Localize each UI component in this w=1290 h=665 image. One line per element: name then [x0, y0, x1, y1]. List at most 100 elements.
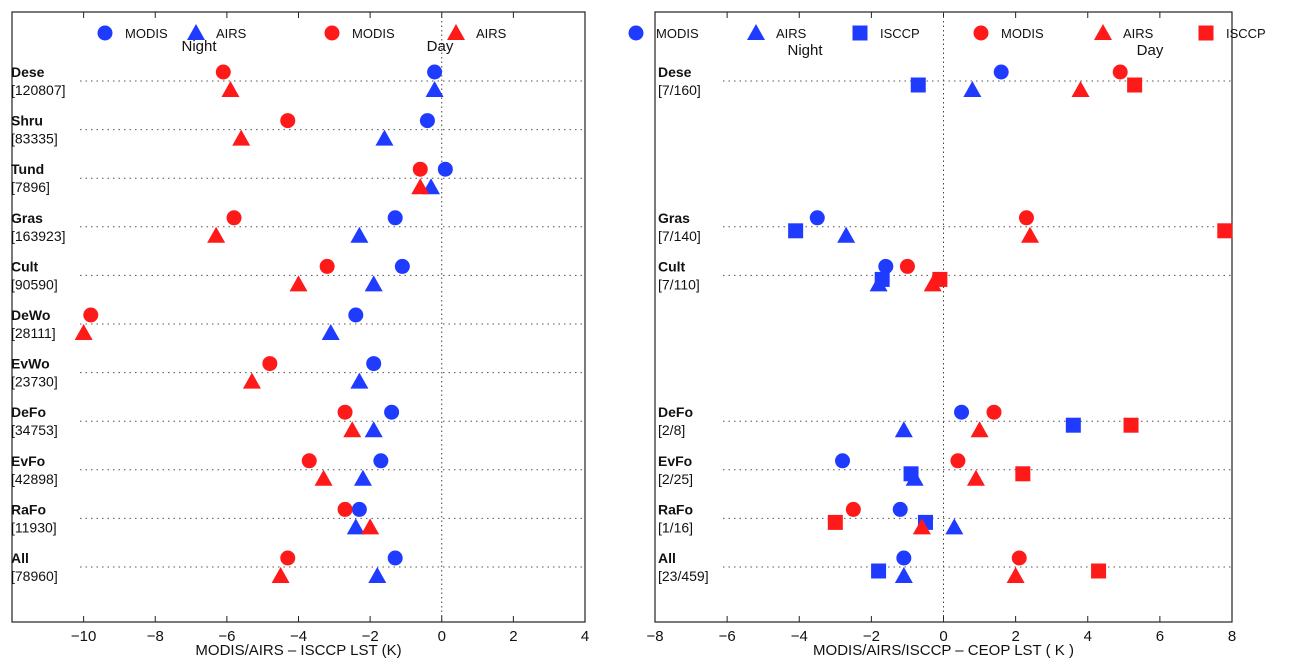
category-count: [163923]	[11, 228, 66, 244]
data-point-isccp-night	[903, 466, 919, 482]
day-label: Day	[1137, 42, 1164, 59]
data-point-isccp-day	[1123, 417, 1139, 433]
x-tick-label: −10	[71, 628, 96, 645]
legend-label: MODIS	[656, 26, 699, 41]
legend-label: MODIS	[125, 26, 168, 41]
data-point-airs-night	[321, 324, 340, 340]
category-count: [42898]	[11, 471, 58, 487]
night-label: Night	[181, 38, 217, 55]
data-point-modis-night	[351, 501, 367, 517]
legend-marker-square	[1198, 25, 1214, 41]
data-point-modis-night	[892, 501, 908, 517]
legend-marker-triangle	[747, 24, 765, 40]
data-point-airs-night	[375, 129, 394, 146]
data-point-airs-day	[411, 178, 430, 195]
data-point-modis-night	[366, 356, 382, 372]
data-point-airs-night	[837, 226, 856, 243]
x-tick-label: −8	[147, 628, 164, 645]
category-name: Cult	[658, 258, 686, 274]
data-point-airs-night	[346, 518, 365, 535]
data-point-isccp-day	[1091, 563, 1107, 579]
category-name: DeFo	[11, 404, 46, 420]
data-point-isccp-night	[871, 563, 887, 579]
data-point-airs-night	[963, 81, 982, 97]
data-point-modis-night	[993, 64, 1009, 80]
category-count: [78960]	[11, 568, 58, 584]
category-count: [11930]	[11, 519, 57, 535]
x-tick-label: −4	[791, 628, 808, 645]
legend-label: MODIS	[352, 26, 395, 41]
data-point-modis-night	[878, 258, 894, 274]
data-point-airs-day	[289, 275, 308, 292]
data-point-modis-day	[845, 501, 861, 517]
category-name: DeWo	[11, 307, 50, 323]
data-point-modis-night	[394, 258, 410, 274]
x-axis-label: MODIS/AIRS – ISCCP LST (K)	[195, 642, 401, 659]
category-name: Gras	[658, 210, 690, 226]
category-name: Cult	[11, 258, 39, 274]
data-point-modis-day	[83, 307, 99, 323]
legend-marker-triangle	[1094, 24, 1112, 40]
data-point-airs-day	[1021, 226, 1040, 243]
day-label: Day	[427, 38, 454, 55]
data-point-isccp-night	[1065, 417, 1081, 433]
data-point-isccp-day	[1217, 223, 1233, 239]
data-point-airs-day	[343, 421, 362, 438]
data-point-airs-day	[74, 324, 93, 340]
legend-marker-triangle	[187, 24, 205, 40]
night-label: Night	[787, 42, 823, 59]
x-tick-label: 0	[939, 628, 947, 645]
legend-marker-triangle	[447, 24, 465, 40]
category-count: [34753]	[11, 422, 58, 438]
data-point-airs-night	[350, 226, 369, 243]
data-point-modis-day	[215, 64, 231, 80]
legend-marker-circle	[973, 25, 989, 41]
x-tick-label: 0	[438, 628, 446, 645]
x-tick-label: 2	[1011, 628, 1019, 645]
data-point-modis-day	[280, 113, 296, 129]
category-count: [23/459]	[658, 568, 709, 584]
x-tick-label: −6	[719, 628, 736, 645]
data-point-modis-night	[896, 550, 912, 566]
data-point-modis-day	[1018, 210, 1034, 226]
category-count: [2/8]	[658, 422, 685, 438]
data-point-airs-night	[368, 567, 387, 583]
data-point-isccp-day	[1127, 77, 1143, 93]
category-name: RaFo	[658, 501, 693, 517]
data-point-airs-night	[350, 372, 369, 389]
data-point-modis-night	[348, 307, 364, 323]
data-point-modis-day	[899, 258, 915, 274]
data-point-modis-night	[419, 113, 435, 129]
category-name: EvFo	[11, 453, 45, 469]
data-point-modis-day	[280, 550, 296, 566]
data-point-airs-day	[314, 469, 333, 486]
x-tick-label: −2	[362, 628, 379, 645]
data-point-airs-day	[912, 518, 931, 535]
x-axis-label: MODIS/AIRS/ISCCP – CEOP LST ( K )	[813, 642, 1074, 659]
data-point-airs-night	[894, 421, 913, 438]
data-point-modis-day	[337, 404, 353, 420]
legend-marker-square	[852, 25, 868, 41]
category-count: [7896]	[11, 179, 50, 195]
data-point-isccp-night	[910, 77, 926, 93]
category-name: All	[11, 550, 29, 566]
category-count: [7/140]	[658, 228, 701, 244]
x-tick-label: −2	[863, 628, 880, 645]
data-point-airs-day	[221, 81, 240, 97]
x-tick-label: 4	[581, 628, 589, 645]
data-point-isccp-night	[874, 271, 890, 287]
data-point-airs-night	[353, 469, 372, 486]
x-tick-label: 6	[1156, 628, 1164, 645]
category-name: EvWo	[11, 356, 50, 372]
category-count: [2/25]	[658, 471, 693, 487]
x-tick-label: −4	[290, 628, 307, 645]
x-tick-label: −6	[218, 628, 235, 645]
data-point-modis-night	[387, 210, 403, 226]
data-point-modis-night	[427, 64, 443, 80]
data-point-modis-night	[835, 453, 851, 469]
x-tick-label: 2	[509, 628, 517, 645]
legend-label: AIRS	[216, 26, 247, 41]
data-point-isccp-day	[932, 271, 948, 287]
data-point-modis-night	[954, 404, 970, 420]
